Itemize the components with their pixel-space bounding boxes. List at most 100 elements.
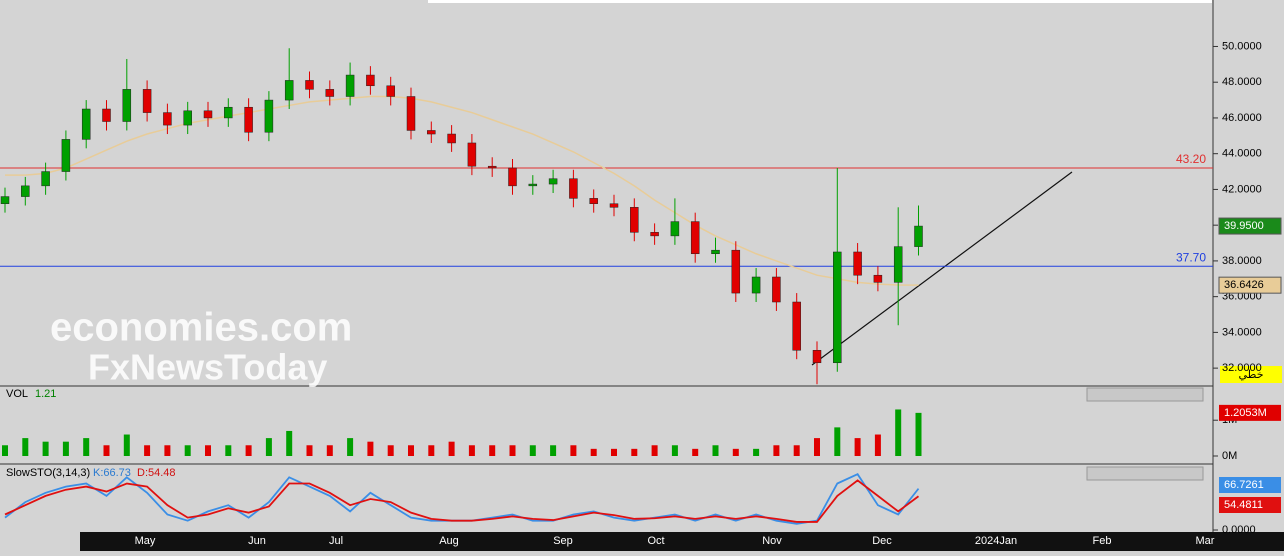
stoch-last-bg: [1219, 497, 1281, 513]
candle-body: [893, 246, 903, 283]
y-tick-label: 0.0000: [1222, 524, 1256, 536]
level-label: 37.70: [1176, 250, 1206, 264]
candle-body: [487, 165, 497, 169]
chart-style-button[interactable]: [1220, 366, 1282, 383]
y-tick-label: 44.0000: [1222, 148, 1262, 160]
volume-bar: [387, 445, 394, 456]
candle-body: [142, 89, 152, 113]
candle-body: [224, 106, 233, 119]
volume-bar: [22, 438, 29, 456]
volume-bar: [814, 438, 820, 456]
volume-bar: [915, 412, 922, 456]
volume-title-value: 1.21: [35, 388, 56, 400]
y-tick-label: 0M: [1222, 450, 1237, 462]
volume-bar: [448, 441, 455, 456]
volume-bar: [570, 445, 577, 456]
candle-body: [650, 232, 659, 237]
candle-body: [873, 274, 883, 283]
volume-bar: [245, 445, 252, 456]
candle-body: [264, 99, 274, 133]
candle-body: [589, 198, 598, 204]
volume-bar: [773, 445, 780, 456]
candle-body: [670, 221, 680, 237]
candle-body: [325, 89, 335, 97]
volume-bar: [509, 445, 516, 456]
volume-bar: [62, 441, 69, 456]
toolbar: [1086, 387, 1204, 402]
x-tick-label: Mar: [1196, 535, 1215, 547]
candle-body: [305, 80, 314, 90]
volume-bar: [611, 448, 617, 456]
candle-body: [792, 301, 801, 351]
candle-body: [731, 249, 741, 294]
volume-bar: [692, 448, 699, 456]
volume-bar: [712, 445, 719, 456]
candle-body: [447, 133, 456, 144]
candle-body: [467, 142, 477, 167]
x-tick-label: Sep: [553, 535, 573, 547]
x-tick-label: Aug: [439, 535, 459, 547]
volume-bar: [367, 441, 374, 456]
candle-body: [630, 207, 639, 233]
candle-body: [812, 350, 822, 364]
ma-last-bg: [1218, 276, 1282, 294]
stoch-k-text: K:66.73: [93, 467, 131, 479]
volume-bar: [286, 430, 293, 456]
volume-bar: [671, 445, 678, 456]
candle-body: [609, 203, 619, 208]
volume-title: VOL: [6, 388, 28, 400]
candle-body: [528, 183, 538, 187]
volume-bar: [895, 409, 902, 456]
x-tick-label: Jul: [329, 535, 343, 547]
y-tick-label: 50.0000: [1222, 40, 1262, 52]
candle-body: [0, 196, 10, 204]
candle-body: [569, 178, 578, 199]
candle-body: [751, 276, 761, 294]
candle-body: [102, 108, 111, 122]
chart-style-label[interactable]: خطي: [1239, 369, 1264, 381]
volume-bar: [347, 438, 354, 456]
volume-bar: [590, 448, 597, 456]
y-tick-label: 46.0000: [1222, 112, 1262, 124]
ma-last: 36.6426: [1224, 279, 1264, 291]
toolbar: [1086, 466, 1204, 481]
candle-body: [772, 276, 781, 303]
x-tick-label: 2024Jan: [975, 535, 1017, 547]
stoch-last: 66.7261: [1224, 479, 1264, 491]
x-tick-label: Feb: [1093, 535, 1112, 547]
candle-body: [203, 110, 213, 119]
volume-bar: [123, 434, 130, 456]
stoch-last-bg: [1219, 477, 1281, 493]
volume-bar: [42, 441, 49, 456]
stoch-line: [4, 479, 920, 523]
volume-bar: [408, 445, 414, 456]
volume-bar: [205, 445, 211, 456]
candle-body: [508, 167, 517, 187]
volume-bar: [489, 445, 496, 456]
x-tick-label: Nov: [762, 535, 782, 547]
watermark: FxNewsToday: [88, 347, 327, 388]
candle-body: [183, 110, 192, 126]
volume-bar: [265, 438, 272, 456]
volume-bar: [225, 445, 232, 456]
moving-average: [5, 95, 919, 286]
volume-bar: [793, 445, 800, 456]
candle-body: [833, 251, 842, 364]
candle-body: [386, 85, 395, 97]
x-tick-label: May: [135, 535, 156, 547]
volume-bar: [103, 445, 110, 456]
candle-body: [366, 74, 375, 87]
volume-bar: [651, 445, 658, 456]
stoch-last: 54.4811: [1224, 499, 1263, 511]
volume-bar: [468, 445, 475, 456]
volume-bar: [732, 448, 739, 456]
x-tick-label: Oct: [647, 535, 664, 547]
stoch-title: SlowSTO(3,14,3): [6, 467, 90, 479]
candle-body: [914, 225, 923, 247]
volume-bar: [83, 438, 90, 456]
x-tick-label: Jun: [248, 535, 266, 547]
candle-body: [711, 249, 720, 255]
volume-bar: [753, 448, 760, 456]
